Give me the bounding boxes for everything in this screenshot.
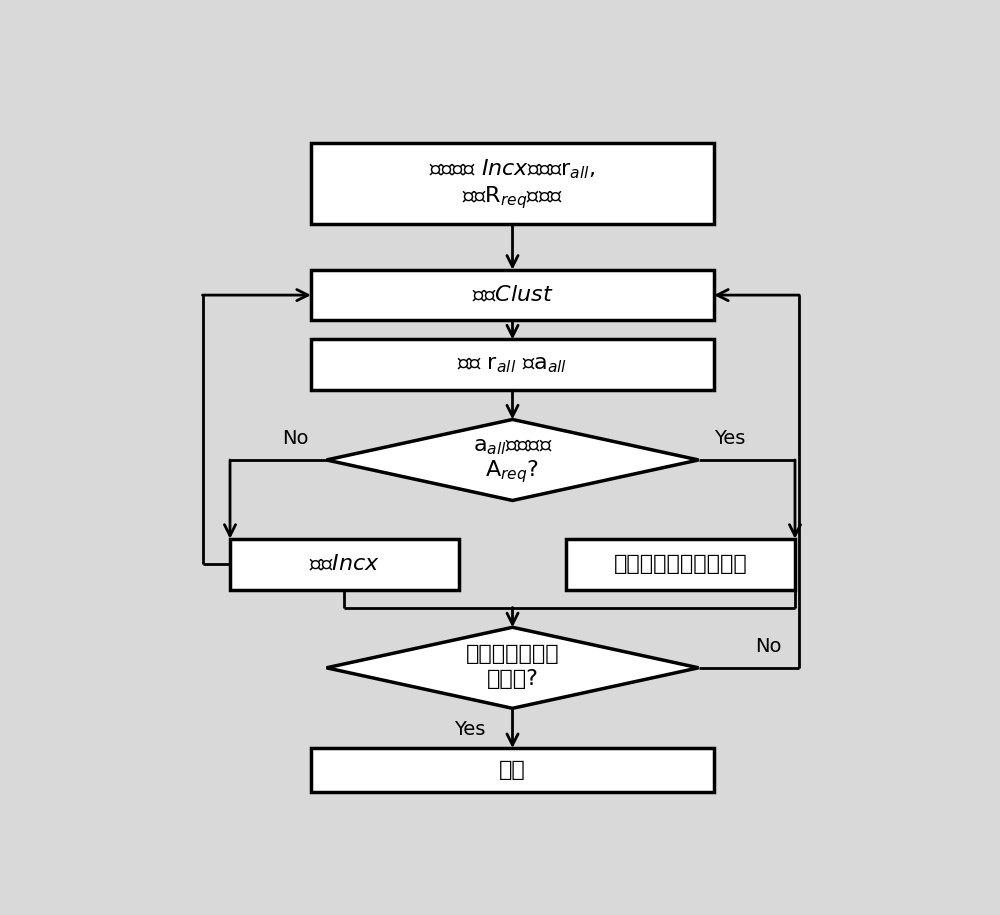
Text: No: No [282, 429, 309, 448]
Text: 直到R$_{req}$被满足: 直到R$_{req}$被满足 [462, 185, 563, 211]
Text: No: No [755, 637, 782, 656]
Text: Yes: Yes [454, 720, 486, 739]
Text: 反复调用 $\bf\it{Incx}$并计算r$_{all}$,: 反复调用 $\bf\it{Incx}$并计算r$_{all}$, [429, 158, 596, 181]
Text: 这个策略是否被: 这个策略是否被 [466, 644, 559, 663]
FancyBboxPatch shape [311, 144, 714, 224]
Text: 考虑过?: 考虑过? [487, 669, 538, 689]
Text: 调用$\bf\it{Incx}$: 调用$\bf\it{Incx}$ [309, 554, 380, 575]
FancyBboxPatch shape [566, 539, 795, 589]
Text: 调用$\bf\it{Clust}$: 调用$\bf\it{Clust}$ [472, 285, 553, 305]
Text: 计算 r$_{all}$ 和a$_{all}$: 计算 r$_{all}$ 和a$_{all}$ [457, 355, 568, 375]
Text: Yes: Yes [714, 429, 745, 448]
FancyBboxPatch shape [230, 539, 459, 589]
Text: A$_{req}$?: A$_{req}$? [485, 458, 540, 485]
FancyBboxPatch shape [311, 339, 714, 390]
Text: 完成: 完成 [499, 760, 526, 780]
Polygon shape [326, 628, 698, 708]
Polygon shape [326, 419, 698, 501]
Text: 回溯到上一个并行策略: 回溯到上一个并行策略 [614, 554, 748, 575]
FancyBboxPatch shape [311, 748, 714, 791]
Text: a$_{all}$是否违反: a$_{all}$是否违反 [473, 437, 552, 458]
FancyBboxPatch shape [311, 270, 714, 320]
